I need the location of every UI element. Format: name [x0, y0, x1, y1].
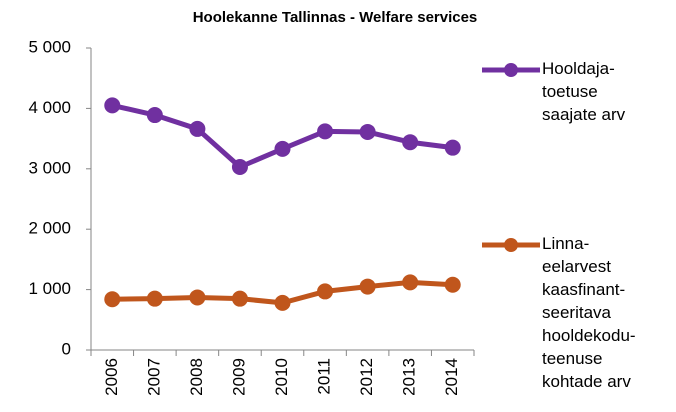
data-point: [104, 291, 121, 308]
x-tick-label: 2010: [272, 358, 291, 396]
data-point: [444, 139, 461, 156]
y-tick-label: 4 000: [28, 98, 71, 117]
x-tick-label: 2011: [315, 358, 334, 395]
x-tick-label: 2012: [357, 358, 376, 396]
data-point: [231, 290, 248, 307]
legend-marker: [504, 63, 518, 77]
y-tick-label: 5 000: [28, 37, 71, 56]
x-tick-label: 2009: [229, 358, 248, 396]
legend-label: Hooldaja-toetuse saajate arv: [542, 59, 626, 124]
x-tick-label: 2006: [102, 358, 121, 396]
data-point: [274, 140, 291, 157]
data-point: [359, 123, 376, 140]
data-point: [146, 290, 163, 307]
y-tick-label: 1 000: [28, 279, 71, 298]
data-point: [274, 294, 291, 311]
x-tick-label: 2013: [400, 358, 419, 396]
y-tick-label: 3 000: [28, 158, 71, 177]
chart-title: Hoolekanne Tallinnas - Welfare services: [193, 9, 478, 26]
data-point: [189, 289, 206, 306]
y-tick-label: 0: [62, 339, 71, 358]
series-line: [111, 102, 454, 170]
data-point: [317, 283, 334, 300]
data-point: [231, 158, 248, 175]
data-point: [104, 97, 121, 114]
legend-label: Linna-eelarvest kaasfinant-seeritava hoold…: [542, 234, 636, 391]
x-tick-label: 2008: [187, 358, 206, 396]
data-point: [402, 134, 419, 151]
data-point: [317, 123, 334, 140]
legend-marker: [504, 238, 518, 252]
y-tick-label: 2 000: [28, 219, 71, 238]
data-point: [189, 120, 206, 137]
x-tick-label: 2007: [144, 358, 163, 396]
data-point: [444, 276, 461, 293]
x-tick-label: 2014: [442, 358, 461, 396]
data-point: [359, 278, 376, 295]
data-point: [402, 274, 419, 291]
data-point: [146, 107, 163, 124]
